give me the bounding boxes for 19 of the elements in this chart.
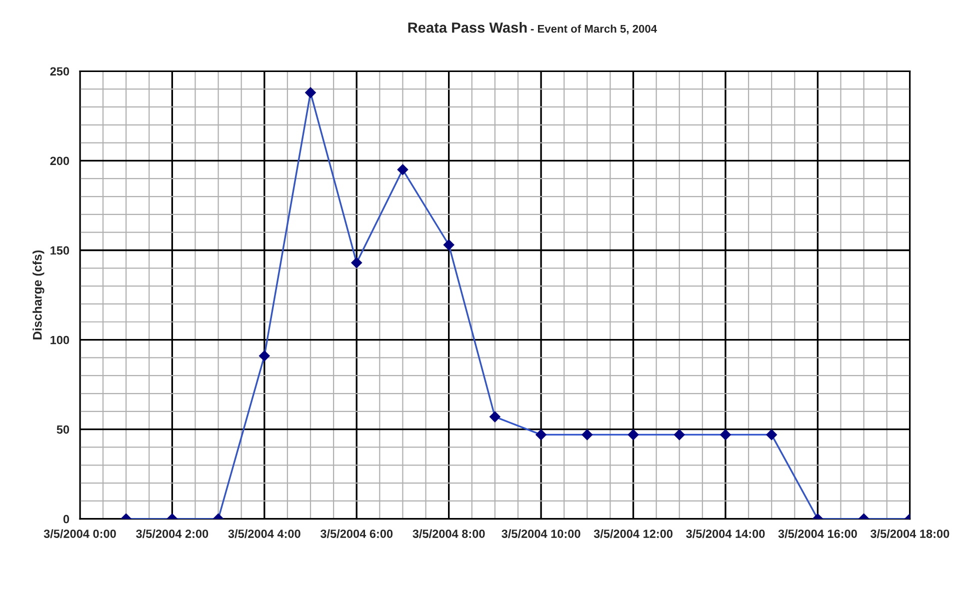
y-tick-label: 200 [50, 156, 70, 166]
x-tick-label: 3/5/2004 18:00 [870, 529, 950, 538]
x-tick-label: 3/5/2004 10:00 [502, 529, 580, 538]
y-tick-label: 0 [63, 514, 70, 524]
x-tick-label: 3/5/2004 0:00 [44, 529, 116, 538]
x-tick-label: 3/5/2004 6:00 [320, 529, 393, 538]
x-tick-label: 3/5/2004 8:00 [412, 529, 485, 538]
chart-title: Reata Pass Wash [408, 22, 527, 33]
x-tick-label: 3/5/2004 14:00 [686, 529, 765, 538]
x-tick-label: 3/5/2004 4:00 [228, 529, 300, 538]
x-tick-label: 3/5/2004 16:00 [778, 529, 857, 538]
y-tick-label: 150 [50, 246, 70, 255]
x-tick-label: 3/5/2004 2:00 [136, 529, 208, 538]
y-tick-label: 50 [56, 425, 70, 434]
chart-subtitle: - Event of March 5, 2004 [530, 24, 657, 34]
y-tick-label: 100 [50, 336, 70, 344]
y-tick-label: 250 [50, 67, 70, 76]
y-axis-title: Discharge (cfs) [32, 250, 44, 340]
x-tick-label: 3/5/2004 12:00 [594, 529, 672, 538]
